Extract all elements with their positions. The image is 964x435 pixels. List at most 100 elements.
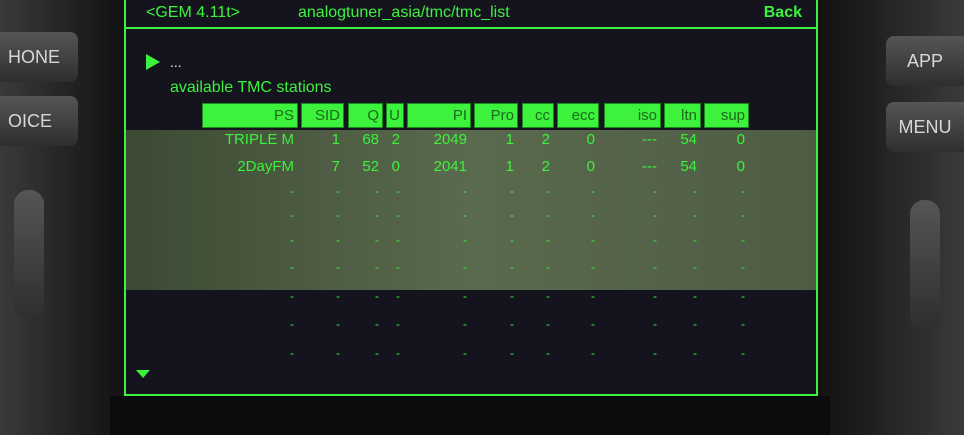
table-cell: - <box>463 289 467 303</box>
back-button[interactable]: Back <box>763 4 802 21</box>
app-button[interactable]: APP <box>886 36 964 86</box>
table-cell: 2 <box>391 131 400 148</box>
table-cell: - <box>693 184 697 198</box>
menu-label: MENU <box>898 116 952 137</box>
voice-button[interactable]: OICE <box>0 96 78 146</box>
table-cell: - <box>653 260 657 274</box>
table-cell: - <box>591 208 595 222</box>
scroll-down-icon[interactable] <box>136 370 150 378</box>
table-cell: - <box>375 346 379 360</box>
table-cell: 1 <box>505 131 514 148</box>
table-cell: 7 <box>331 158 340 175</box>
table-cell: - <box>591 317 595 331</box>
column-header-pro[interactable]: Pro <box>474 103 518 128</box>
table-cell: - <box>336 260 340 274</box>
table-cell: 0 <box>586 131 595 148</box>
table-cell: - <box>375 289 379 303</box>
table-cell: - <box>546 208 550 222</box>
table-cell: - <box>396 346 400 360</box>
table-cell: - <box>546 260 550 274</box>
column-header-sup[interactable]: sup <box>704 103 749 128</box>
selection-arrow-icon <box>146 54 160 70</box>
table-cell: - <box>290 184 294 198</box>
table-cell: - <box>336 289 340 303</box>
table-cell: - <box>693 346 697 360</box>
column-header-ltn[interactable]: ltn <box>664 103 701 128</box>
display-screen: <GEM 4.11t> analogtuner_asia/tmc/tmc_lis… <box>124 0 818 396</box>
table-cell: --- <box>642 131 657 148</box>
column-header-cc[interactable]: cc <box>522 103 554 128</box>
table-cell: - <box>591 346 595 360</box>
table-cell: - <box>741 184 745 198</box>
table-cell: - <box>693 208 697 222</box>
table-cell: - <box>693 317 697 331</box>
table-cell: - <box>591 184 595 198</box>
table-cell: --- <box>642 158 657 175</box>
header-bar: <GEM 4.11t> analogtuner_asia/tmc/tmc_lis… <box>126 0 816 29</box>
column-header-u[interactable]: U <box>386 103 404 128</box>
table-cell: - <box>653 289 657 303</box>
table-cell: - <box>396 317 400 331</box>
table-cell: - <box>290 317 294 331</box>
table-cell: 68 <box>362 131 379 148</box>
table-cell: - <box>510 184 514 198</box>
table-cell: - <box>375 260 379 274</box>
table-cell: - <box>463 184 467 198</box>
column-header-q[interactable]: Q <box>348 103 383 128</box>
table-cell: - <box>463 208 467 222</box>
table-cell: - <box>741 346 745 360</box>
table-cell: - <box>591 289 595 303</box>
left-knob-slot <box>14 190 44 320</box>
table-cell: - <box>591 233 595 247</box>
voice-label: OICE <box>8 110 53 131</box>
table-cell: - <box>396 184 400 198</box>
table-cell: - <box>396 289 400 303</box>
table-cell: 54 <box>680 158 697 175</box>
table-cell: - <box>375 233 379 247</box>
table-cell: - <box>653 233 657 247</box>
table-cell: - <box>653 346 657 360</box>
table-cell: - <box>396 260 400 274</box>
table-cell: - <box>463 233 467 247</box>
table-cell: - <box>336 346 340 360</box>
table-cell: - <box>546 317 550 331</box>
column-header-iso[interactable]: iso <box>604 103 661 128</box>
table-cell: - <box>463 346 467 360</box>
table-cell: - <box>741 260 745 274</box>
table-cell: 2049 <box>433 131 467 148</box>
version-label: <GEM 4.11t> <box>146 4 240 21</box>
table-cell: - <box>375 208 379 222</box>
column-header-ecc[interactable]: ecc <box>557 103 599 128</box>
table-cell: - <box>510 289 514 303</box>
table-cell: - <box>741 317 745 331</box>
table-cell: 2DayFM <box>237 158 294 175</box>
parent-item[interactable]: ... <box>170 54 182 70</box>
column-header-ps[interactable]: PS <box>202 103 298 128</box>
table-cell: - <box>336 208 340 222</box>
menu-button[interactable]: MENU <box>886 102 964 152</box>
phone-label: HONE <box>8 46 61 67</box>
table-cell: - <box>653 208 657 222</box>
table-cell: - <box>546 233 550 247</box>
table-cell: - <box>546 346 550 360</box>
path-title: analogtuner_asia/tmc/tmc_list <box>298 4 510 21</box>
table-cell: - <box>375 184 379 198</box>
phone-button[interactable]: HONE <box>0 32 78 82</box>
table-cell: - <box>510 233 514 247</box>
table-cell: - <box>290 233 294 247</box>
table-cell: 0 <box>736 158 745 175</box>
table-cell: - <box>741 289 745 303</box>
table-cell: - <box>290 260 294 274</box>
table-cell: - <box>290 208 294 222</box>
column-header-pi[interactable]: PI <box>407 103 471 128</box>
table-cell: 54 <box>680 131 697 148</box>
table-cell: 0 <box>586 158 595 175</box>
table-cell: 1 <box>331 131 340 148</box>
column-header-sid[interactable]: SID <box>301 103 344 128</box>
table-cell: - <box>336 184 340 198</box>
table-cell: - <box>693 233 697 247</box>
table-cell: - <box>653 317 657 331</box>
table-cell: - <box>693 260 697 274</box>
table-cell: - <box>336 233 340 247</box>
table-cell: - <box>375 317 379 331</box>
